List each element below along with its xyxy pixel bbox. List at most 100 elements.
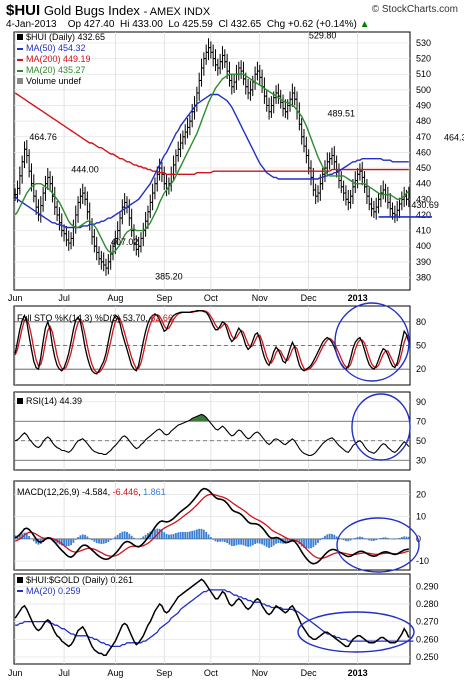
y-tick-label: 0.290 — [416, 581, 439, 591]
macd-hist-bar — [226, 538, 229, 544]
macd-hist-bar — [345, 538, 347, 542]
quote-high: Hi 433.00 — [120, 19, 163, 30]
macd-hist-bar — [74, 538, 77, 540]
y-tick-label: 410 — [416, 226, 431, 236]
macd-hist-bar — [349, 538, 352, 541]
macd-hist-bar — [25, 533, 28, 539]
ma20-line — [14, 73, 410, 254]
y-tick-label: 510 — [416, 69, 431, 79]
macd-hist-bar — [405, 536, 408, 539]
macd-legend-macd: -4.584 — [82, 487, 108, 497]
macd-hist-bar — [293, 538, 296, 541]
macd-hist-bar — [60, 538, 63, 546]
legend-ma200: MA(200) 449.19 — [26, 54, 91, 64]
up-arrow-icon: ▲ — [359, 19, 370, 30]
macd-hist-bar — [219, 538, 222, 542]
month-label: Oct — [204, 293, 219, 303]
macd-hist-bar — [254, 538, 256, 544]
macd-legend: MACD(12,26,9) -4.584, -6.446, 1.861 — [17, 487, 166, 497]
macd-hist-bar — [398, 537, 401, 539]
y-tick-label: 460 — [416, 147, 431, 157]
panel-stochastic: 20 50 80 Full STO %K(14,3) %D(3) 53.70, 62.… — [13, 302, 426, 386]
rsi-highlight-circle — [351, 393, 411, 461]
y-tick-label: 50 — [416, 436, 426, 446]
macd-hist-bar — [186, 531, 189, 539]
macd-hist-bar — [191, 530, 194, 539]
macd-hist-bar — [67, 538, 70, 547]
quote-close: Cl 432.65 — [218, 19, 262, 30]
macd-hist-bar — [18, 534, 21, 539]
macd-hist-bar — [317, 538, 319, 543]
month-label: Jul — [58, 293, 70, 303]
macd-hist-bar — [230, 538, 233, 546]
macd-hist-bar — [105, 538, 107, 544]
legend-ma50: MA(50) 454.32 — [26, 43, 86, 53]
macd-hist-bar — [91, 538, 93, 541]
macd-hist-bar — [81, 534, 84, 539]
macd-hist-bar — [386, 537, 389, 539]
y-tick-label: 20 — [416, 489, 426, 499]
month-label: Jun — [8, 293, 23, 303]
y-tick-label: 70 — [416, 416, 426, 426]
macd-hist-bar — [289, 538, 291, 542]
macd-hist-bar — [28, 535, 31, 539]
month-label: Nov — [252, 668, 269, 678]
symbol: $HUI — [6, 2, 41, 19]
brand-label: © StockCharts.com — [371, 4, 458, 15]
macd-hist-bar — [161, 530, 163, 539]
y-tick-label: 10 — [416, 512, 426, 522]
macd-hist-bar — [265, 538, 268, 547]
macd-hist-bar — [165, 533, 168, 539]
macd-hist-bar — [372, 538, 375, 541]
macd-hist-bar — [116, 534, 119, 539]
macd-hist-bar — [223, 538, 226, 542]
y-tick-label: 20 — [416, 364, 426, 374]
macd-hist-bar — [314, 538, 317, 546]
macd-hist-bar — [140, 538, 142, 539]
macd-hist-bar — [214, 538, 217, 542]
macd-hist-bar — [98, 538, 100, 544]
macd-legend-hist: 1.861 — [143, 487, 166, 497]
macd-hist-bar — [88, 538, 91, 539]
macd-line — [14, 487, 409, 565]
y-tick-label: 490 — [416, 100, 431, 110]
macd-hist-bar — [275, 538, 277, 544]
stoch-d-line — [14, 310, 410, 374]
macd-hist-bar — [370, 538, 373, 541]
macd-hist-bar — [84, 534, 86, 539]
y-tick-label: 450 — [416, 163, 431, 173]
macd-hist-bar — [21, 533, 24, 539]
macd-hist-bar — [77, 537, 79, 539]
month-label: Sep — [156, 293, 172, 303]
month-label: Jul — [58, 668, 70, 678]
macd-hist-bar — [261, 538, 263, 545]
macd-hist-bar — [270, 538, 273, 548]
legend-price: $HUI (Daily) 432.65 — [26, 32, 105, 42]
ratio-ma-legend: MA(20) 0.259 — [26, 586, 81, 596]
month-label: Jun — [8, 668, 23, 678]
macd-hist-bar — [277, 538, 280, 544]
y-tick-label: 480 — [416, 116, 431, 126]
ma200-line — [14, 92, 409, 176]
macd-hist-bar — [305, 538, 308, 549]
month-label: 2013 — [348, 668, 368, 678]
price-annotation: 464.30 — [444, 133, 464, 143]
panel-frame — [13, 31, 411, 291]
month-label: Oct — [204, 668, 219, 678]
macd-hist-bar — [93, 538, 96, 542]
price-annotation: 529.80 — [309, 30, 337, 40]
macd-hist-bar — [126, 531, 128, 539]
macd-hist-bar — [303, 538, 305, 548]
month-label: 2013 — [348, 293, 368, 303]
macd-hist-bar — [193, 530, 196, 539]
y-tick-label: 470 — [416, 132, 431, 142]
y-tick-label: 90 — [416, 397, 426, 407]
macd-hist-bar — [181, 531, 184, 539]
stoch-legend-k: 53.70 — [123, 313, 146, 323]
y-tick-label: 0.280 — [416, 599, 439, 609]
macd-hist-bar — [32, 538, 35, 542]
macd-hist-bar — [310, 538, 312, 549]
macd-hist-bar — [312, 538, 315, 548]
panel-ratio: 0.250 0.260 0.270 0.280 0.290 $HUI:$GOLD (Dai… — [8, 573, 439, 678]
